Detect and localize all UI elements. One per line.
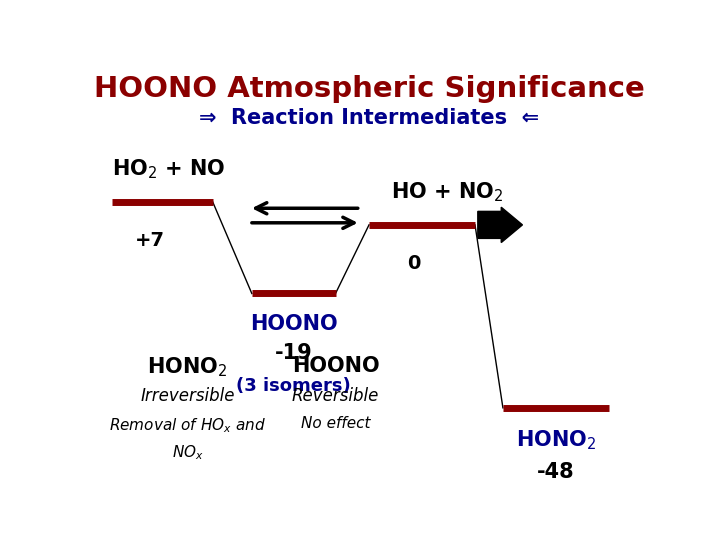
Text: ⇒  Reaction Intermediates  ⇐: ⇒ Reaction Intermediates ⇐ <box>199 109 539 129</box>
Text: Reversible: Reversible <box>292 387 379 405</box>
Text: HONO$_2$: HONO$_2$ <box>148 356 228 380</box>
Text: HO$_2$ + NO: HO$_2$ + NO <box>112 158 226 181</box>
Text: HONO$_2$: HONO$_2$ <box>516 429 596 452</box>
Text: (3 isomers): (3 isomers) <box>236 377 351 395</box>
Text: -19: -19 <box>275 343 312 363</box>
Text: No effect: No effect <box>301 416 370 431</box>
Text: HOONO: HOONO <box>292 356 379 376</box>
Text: Removal of HO$_x$ and: Removal of HO$_x$ and <box>109 416 266 435</box>
Text: HO + NO$_2$: HO + NO$_2$ <box>392 180 504 204</box>
Text: +7: +7 <box>135 231 165 250</box>
Text: Irreversible: Irreversible <box>140 387 235 405</box>
Text: -48: -48 <box>537 462 575 482</box>
FancyArrow shape <box>478 207 523 242</box>
Text: NO$_x$: NO$_x$ <box>171 443 204 462</box>
Text: HOONO Atmospheric Significance: HOONO Atmospheric Significance <box>94 75 644 103</box>
Text: HOONO: HOONO <box>250 314 338 334</box>
Text: 0: 0 <box>407 254 420 273</box>
